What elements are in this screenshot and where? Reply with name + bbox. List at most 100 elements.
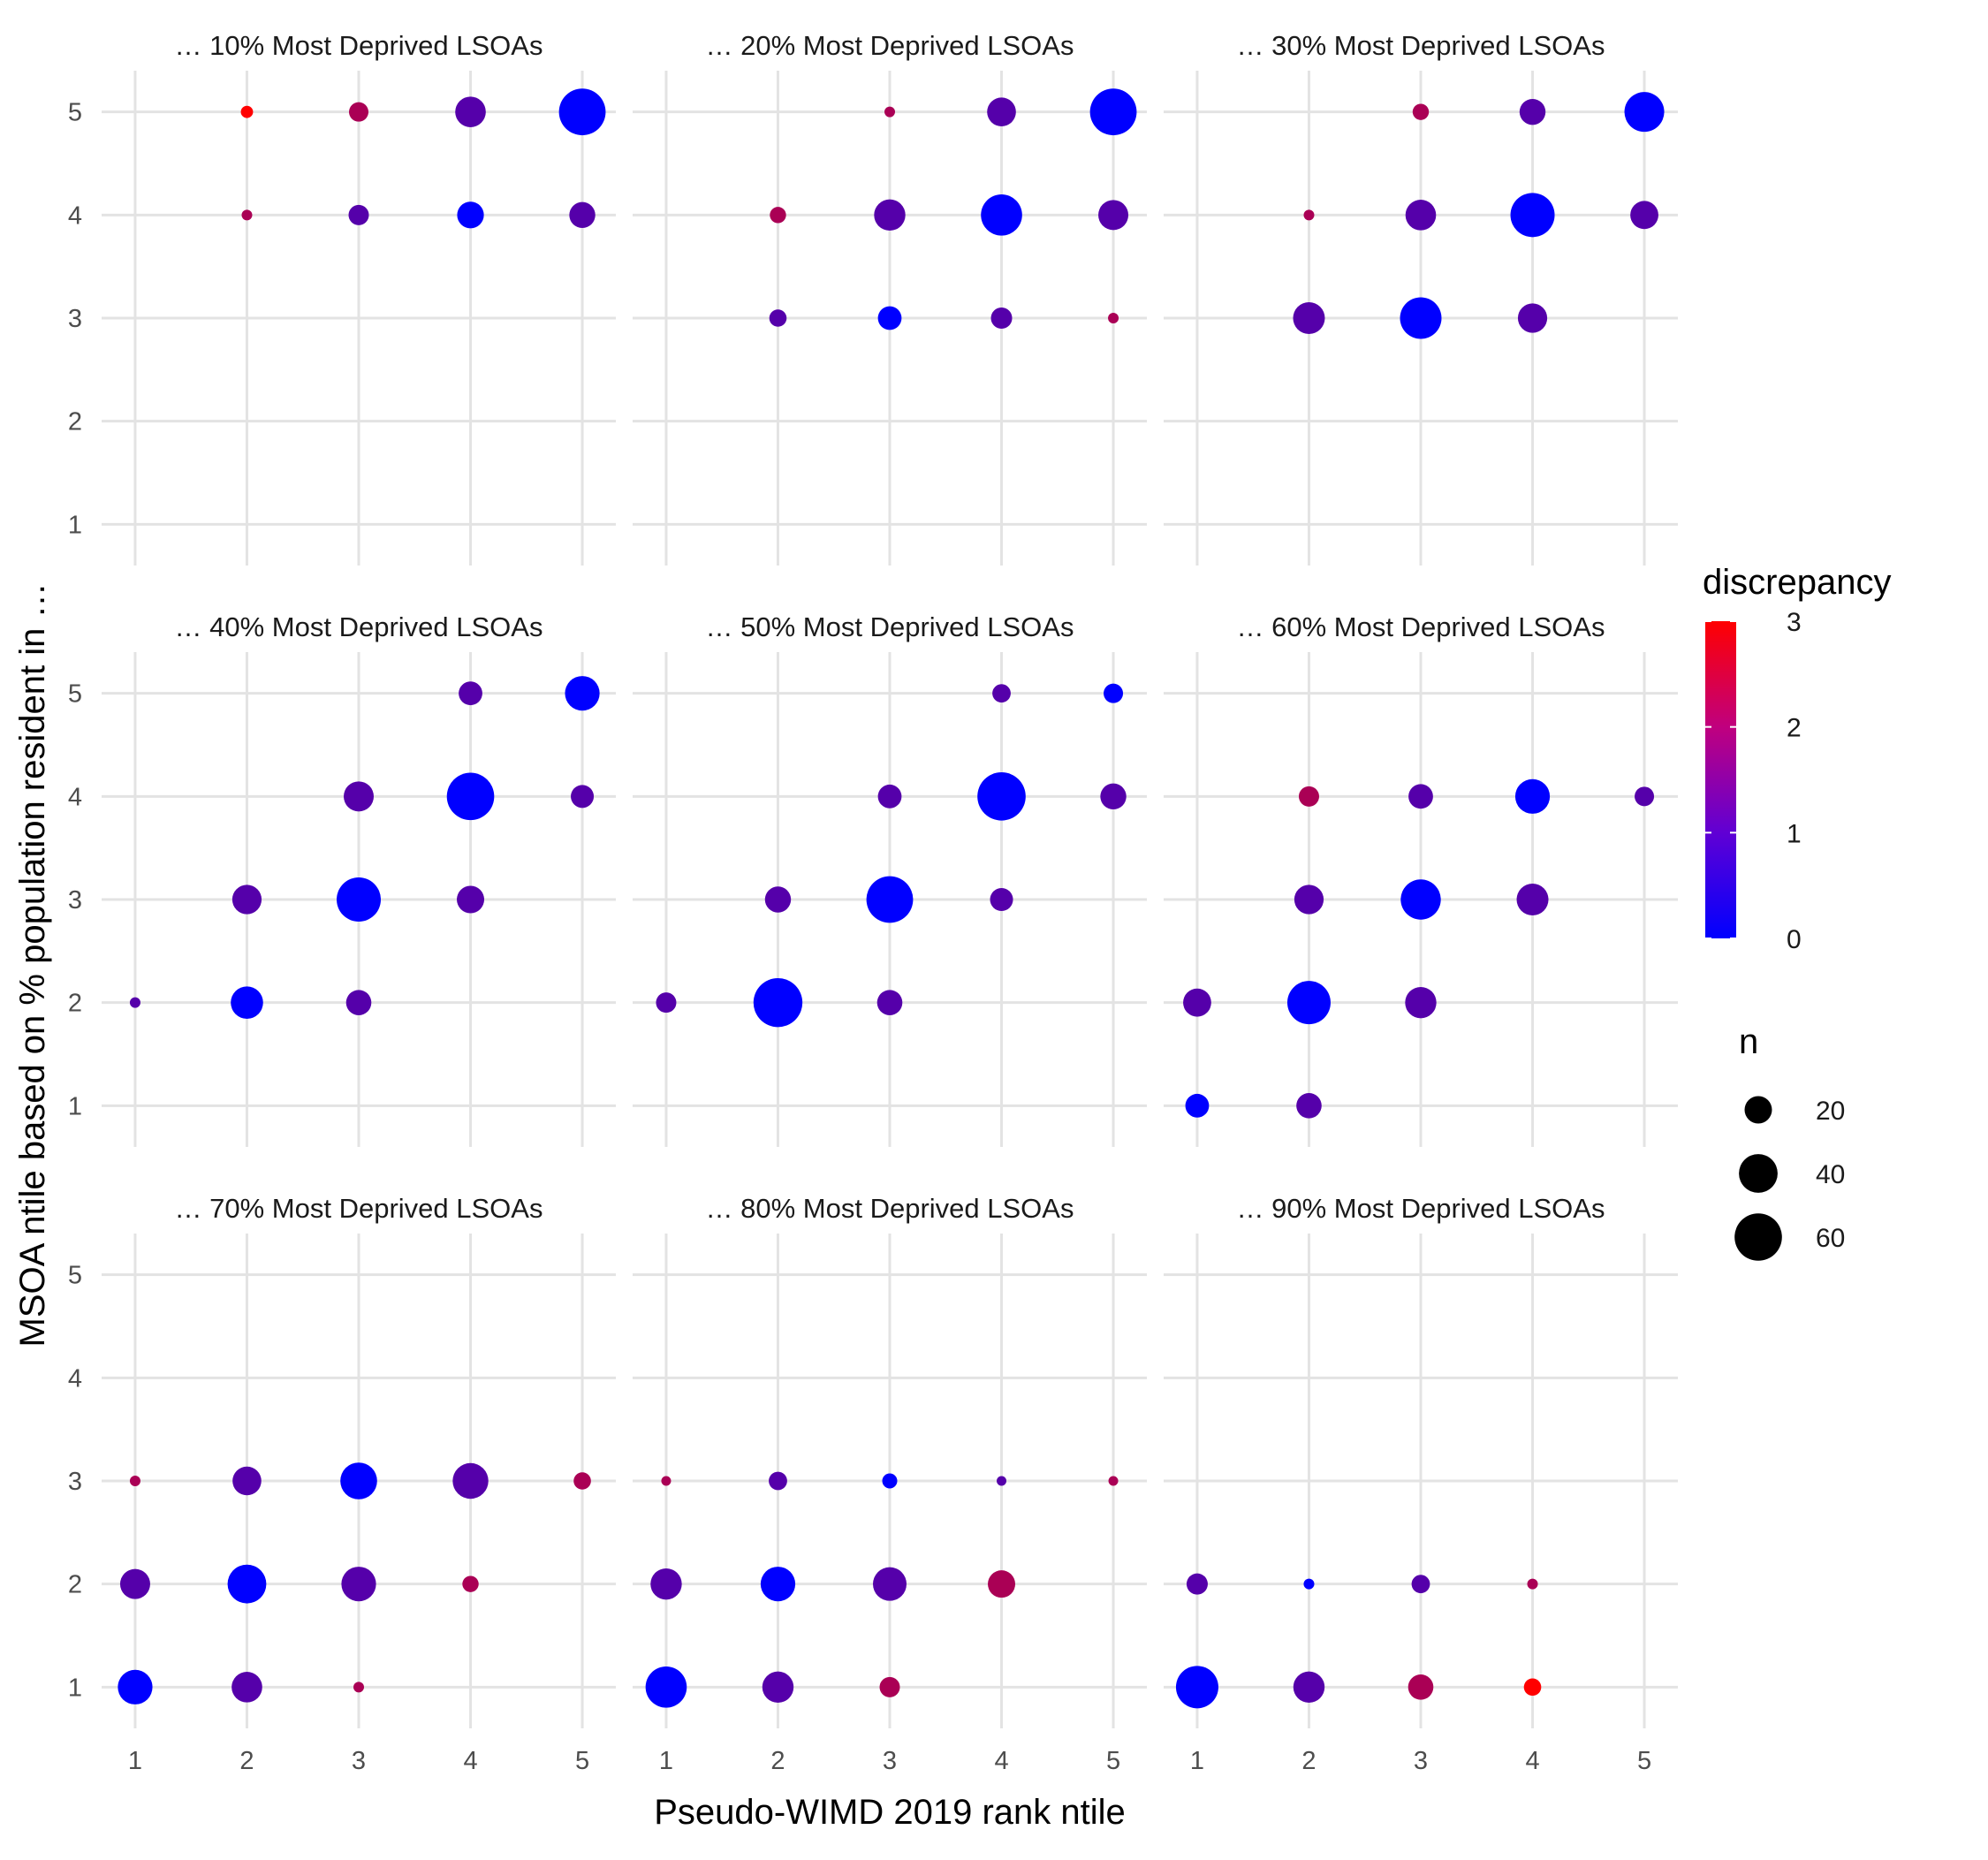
data-point (459, 681, 482, 706)
data-point (762, 1671, 794, 1704)
data-point (1635, 786, 1655, 807)
data-point (990, 888, 1013, 911)
data-point (1400, 879, 1441, 920)
data-point (118, 1669, 153, 1704)
data-point (345, 990, 372, 1015)
data-point (882, 1473, 898, 1489)
data-point (348, 204, 369, 225)
data-point (1405, 200, 1437, 231)
data-point (1408, 784, 1433, 809)
x-tick-label: 5 (575, 1747, 589, 1775)
y-tick-label: 4 (68, 783, 82, 811)
colorbar-label: 0 (1787, 925, 1802, 954)
data-point (1183, 988, 1211, 1017)
facet-panel: … 60% Most Deprived LSOAs (1164, 611, 1678, 1147)
data-point (997, 1476, 1007, 1486)
data-point (770, 207, 786, 224)
data-point (650, 1568, 682, 1600)
y-tick-label: 2 (68, 990, 82, 1018)
y-tick-label: 3 (68, 305, 82, 333)
data-point (457, 885, 485, 914)
y-tick-label: 2 (68, 408, 82, 437)
data-point (1294, 884, 1324, 915)
legend-color-title: discrepancy (1703, 563, 1891, 602)
facet-panel: … 70% Most Deprived LSOAs 1 2 3 4 5 1 2 3 4 5 (68, 1193, 616, 1775)
data-point (1303, 1578, 1315, 1590)
data-point (977, 772, 1026, 821)
data-point (241, 209, 253, 221)
size-legend-label: 40 (1816, 1160, 1845, 1189)
data-point (1108, 1476, 1119, 1486)
x-tick-label: 5 (1637, 1747, 1651, 1775)
colorbar-label: 3 (1787, 608, 1802, 637)
data-point (462, 1575, 479, 1592)
facet-panel: … 30% Most Deprived LSOAs (1164, 30, 1678, 566)
data-point (1100, 783, 1127, 810)
data-point (1303, 209, 1315, 221)
data-point (1186, 1573, 1208, 1595)
data-point (353, 1682, 364, 1693)
data-point (760, 1567, 796, 1602)
y-tick-label: 1 (68, 1092, 82, 1120)
data-point (1293, 302, 1325, 334)
x-tick-label: 4 (994, 1747, 1008, 1775)
facet-title: … 90% Most Deprived LSOAs (1237, 1193, 1605, 1224)
y-tick-label: 1 (68, 511, 82, 539)
data-point (764, 886, 792, 913)
data-point (769, 309, 787, 327)
data-point (129, 1476, 140, 1486)
data-point (565, 676, 600, 711)
data-point (232, 1466, 262, 1496)
data-point (1514, 778, 1551, 814)
data-point (769, 1471, 787, 1491)
facet-panel: … 40% Most Deprived LSOAs 1 2 3 4 5 (68, 611, 616, 1147)
data-point (877, 784, 902, 809)
data-point (753, 977, 803, 1028)
data-point (877, 306, 902, 330)
x-tick-label: 4 (1525, 1747, 1539, 1775)
x-tick-label: 3 (352, 1747, 366, 1775)
data-point (227, 1564, 267, 1604)
facet-title: … 20% Most Deprived LSOAs (706, 30, 1074, 61)
facet-title: … 10% Most Deprived LSOAs (175, 30, 543, 61)
data-point (1296, 1093, 1322, 1119)
axis-layer: Pseudo-WIMD 2019 rank ntile MSOA ntile b… (13, 583, 1126, 1832)
x-tick-label: 2 (1301, 1747, 1316, 1775)
data-point (457, 201, 484, 229)
facet-title: … 50% Most Deprived LSOAs (706, 611, 1074, 642)
data-point (1630, 201, 1658, 230)
legend-size-title: n (1739, 1022, 1758, 1061)
data-point (1523, 1678, 1542, 1697)
facet-title: … 70% Most Deprived LSOAs (175, 1193, 543, 1224)
data-point (240, 105, 254, 118)
data-point (340, 1462, 377, 1499)
data-point (1624, 92, 1665, 133)
y-tick-label: 4 (68, 201, 82, 230)
y-tick-label: 5 (68, 680, 82, 709)
data-point (571, 785, 595, 809)
facet-title: … 30% Most Deprived LSOAs (1237, 30, 1605, 61)
data-point (1517, 303, 1548, 333)
data-point (1298, 786, 1319, 807)
y-tick-label: 2 (68, 1571, 82, 1599)
x-tick-label: 2 (770, 1747, 785, 1775)
data-point (1098, 200, 1129, 231)
panels-layer: … 10% Most Deprived LSOAs 1 2 3 4 5 … 20% Most… (68, 30, 1678, 1775)
data-point (873, 1567, 907, 1601)
data-point (884, 106, 895, 118)
data-point (1175, 1666, 1218, 1709)
size-legend-key (1734, 1213, 1782, 1261)
size-legend-label: 20 (1816, 1097, 1845, 1126)
data-point (1089, 88, 1137, 136)
legend: discrepancy n 0 1 2 3 20 40 60 (1703, 563, 1891, 1261)
facet-title: … 80% Most Deprived LSOAs (706, 1193, 1074, 1224)
data-point (656, 992, 677, 1014)
y-tick-label: 4 (68, 1364, 82, 1393)
data-point (1108, 313, 1119, 323)
data-point (231, 1672, 262, 1703)
data-point (1185, 1093, 1210, 1118)
data-point (1527, 1578, 1538, 1590)
x-axis-title: Pseudo-WIMD 2019 rank ntile (654, 1793, 1126, 1832)
data-point (879, 1676, 900, 1697)
